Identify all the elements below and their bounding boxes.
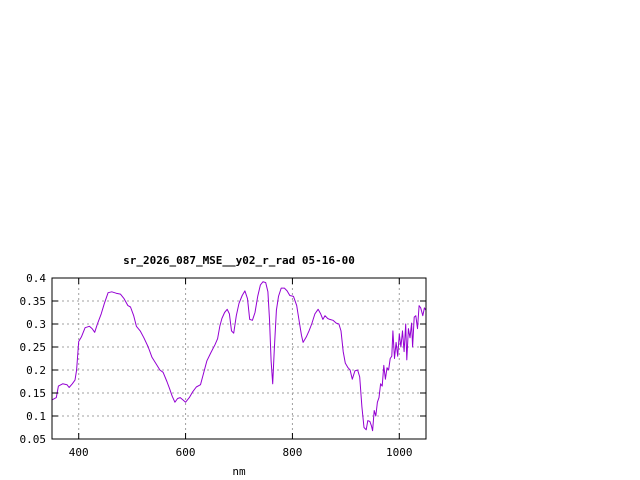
y-tick-label: 0.35 <box>20 295 47 308</box>
x-axis-label: nm <box>232 465 246 478</box>
x-tick-label: 600 <box>176 446 196 459</box>
y-tick-label: 0.1 <box>26 410 46 423</box>
plot-frame <box>51 277 427 440</box>
y-tick-label: 0.3 <box>26 318 46 331</box>
grid-lines <box>52 278 426 439</box>
x-tick-label: 1000 <box>386 446 413 459</box>
y-tick-label: 0.25 <box>20 341 47 354</box>
x-tick-label: 400 <box>69 446 89 459</box>
series-line <box>51 281 427 432</box>
y-tick-label: 0.2 <box>26 364 46 377</box>
chart-title: sr_2026_087_MSE__y02_r_rad 05-16-00 <box>123 254 355 267</box>
y-tick-label: 0.15 <box>20 387 47 400</box>
series-layer <box>51 281 427 432</box>
axis-ticks <box>52 277 426 440</box>
y-tick-label: 0.05 <box>20 433 47 446</box>
x-tick-label: 800 <box>282 446 302 459</box>
tick-labels: 400 600 800 1000 0.05 0.1 0.15 0.2 0.25 0.3 0.35 0.… <box>20 272 413 459</box>
y-tick-label: 0.4 <box>26 272 46 285</box>
